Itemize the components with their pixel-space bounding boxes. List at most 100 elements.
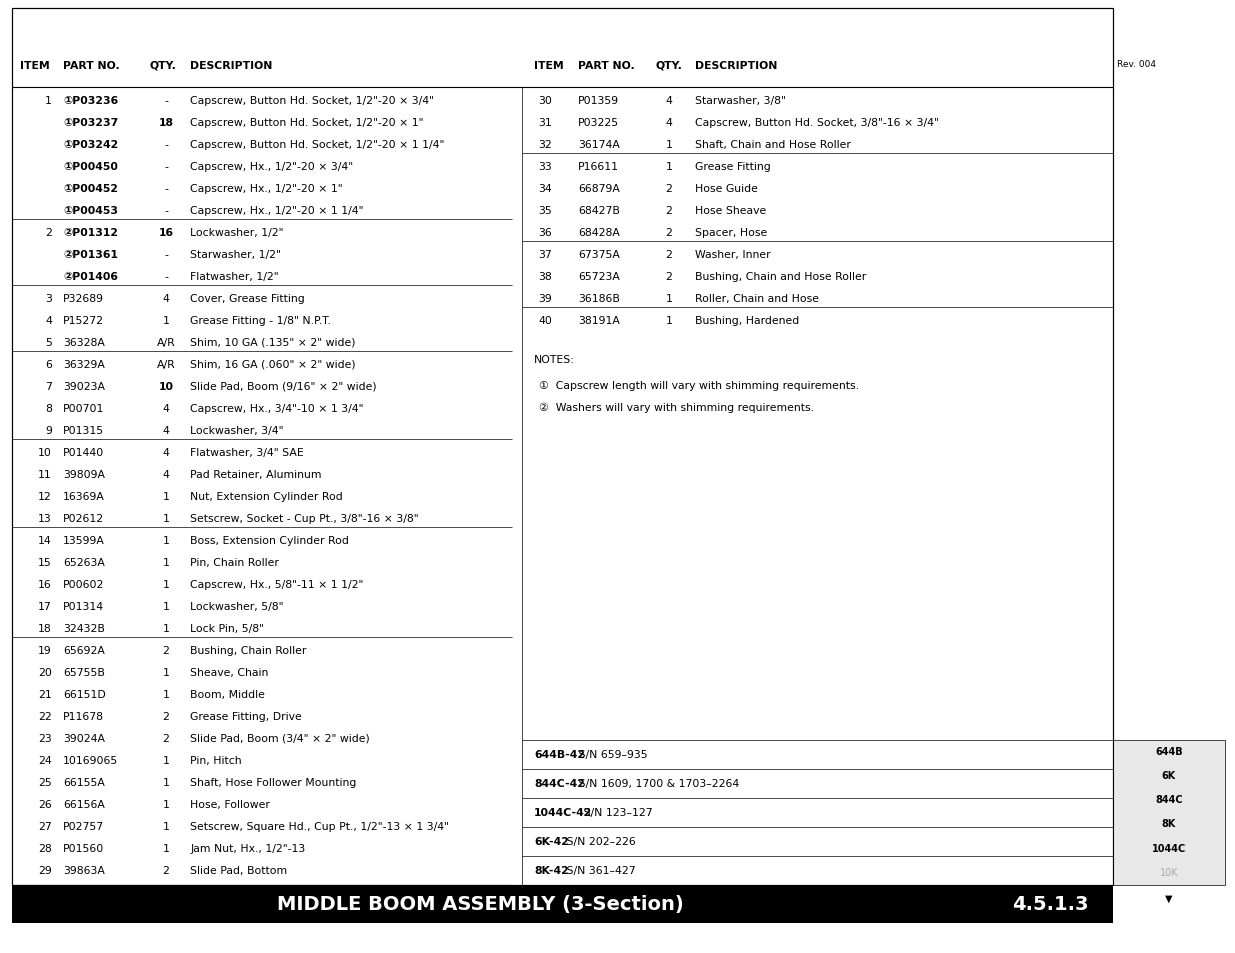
Text: 1: 1: [163, 689, 169, 700]
Text: 2: 2: [666, 184, 672, 193]
Text: Capscrew, Hx., 1/2"-20 × 1": Capscrew, Hx., 1/2"-20 × 1": [190, 184, 342, 193]
Text: ①P03242: ①P03242: [63, 140, 119, 150]
Text: 28: 28: [38, 843, 52, 853]
Text: Capscrew, Hx., 3/4"-10 × 1 3/4": Capscrew, Hx., 3/4"-10 × 1 3/4": [190, 403, 363, 414]
Text: Capscrew, Hx., 5/8"-11 × 1 1/2": Capscrew, Hx., 5/8"-11 × 1 1/2": [190, 579, 363, 589]
Text: S/N 659–935: S/N 659–935: [574, 749, 647, 759]
Text: Bushing, Chain and Hose Roller: Bushing, Chain and Hose Roller: [695, 272, 866, 281]
Text: 40: 40: [538, 315, 552, 326]
Text: 8K: 8K: [1162, 819, 1176, 828]
Text: 23: 23: [38, 733, 52, 743]
Text: 1: 1: [163, 315, 169, 326]
Text: ②P01361: ②P01361: [63, 250, 119, 259]
Text: Shim, 16 GA (.060" × 2" wide): Shim, 16 GA (.060" × 2" wide): [190, 359, 356, 370]
Text: 4: 4: [163, 294, 169, 303]
Text: Starwasher, 3/8": Starwasher, 3/8": [695, 95, 785, 106]
Text: ①P03237: ①P03237: [63, 118, 119, 128]
Text: 15: 15: [38, 558, 52, 567]
Text: 30: 30: [538, 95, 552, 106]
Text: PART NO.: PART NO.: [63, 61, 120, 71]
Text: 65755B: 65755B: [63, 667, 105, 678]
Text: 2: 2: [666, 228, 672, 237]
Text: Bushing, Chain Roller: Bushing, Chain Roller: [190, 645, 306, 655]
Text: 2: 2: [163, 865, 169, 875]
Text: P00602: P00602: [63, 579, 105, 589]
Text: 1: 1: [46, 95, 52, 106]
Text: Capscrew, Hx., 1/2"-20 × 1 1/4": Capscrew, Hx., 1/2"-20 × 1 1/4": [190, 206, 363, 215]
Text: 16: 16: [158, 228, 174, 237]
Text: Pad Retainer, Aluminum: Pad Retainer, Aluminum: [190, 469, 321, 479]
Text: 7: 7: [46, 381, 52, 392]
Text: 844C-42: 844C-42: [534, 778, 585, 788]
Text: 6: 6: [46, 359, 52, 370]
Text: Slide Pad, Boom (9/16" × 2" wide): Slide Pad, Boom (9/16" × 2" wide): [190, 381, 377, 392]
Text: 1: 1: [666, 162, 672, 172]
Text: Capscrew, Button Hd. Socket, 3/8"-16 × 3/4": Capscrew, Button Hd. Socket, 3/8"-16 × 3…: [695, 118, 939, 128]
Text: 6K: 6K: [1162, 770, 1176, 781]
Text: 20: 20: [38, 667, 52, 678]
Text: 32: 32: [538, 140, 552, 150]
Text: 1044C: 1044C: [1152, 842, 1186, 853]
Text: 13: 13: [38, 514, 52, 523]
Text: S/N 361–427: S/N 361–427: [563, 865, 636, 875]
Text: 4: 4: [163, 425, 169, 436]
Text: ITEM: ITEM: [20, 61, 49, 71]
Text: 26: 26: [38, 799, 52, 809]
Text: 4: 4: [46, 315, 52, 326]
Text: 644B: 644B: [1155, 746, 1183, 756]
Text: 12: 12: [38, 492, 52, 501]
Bar: [12, 9, 1113, 885]
Text: Shim, 10 GA (.135" × 2" wide): Shim, 10 GA (.135" × 2" wide): [190, 337, 356, 348]
Text: 2: 2: [666, 250, 672, 259]
Text: 18: 18: [38, 623, 52, 633]
Text: ①P00452: ①P00452: [63, 184, 119, 193]
Text: 1: 1: [163, 492, 169, 501]
Text: 1: 1: [163, 821, 169, 831]
Text: Capscrew, Hx., 1/2"-20 × 3/4": Capscrew, Hx., 1/2"-20 × 3/4": [190, 162, 353, 172]
Text: 68428A: 68428A: [578, 228, 620, 237]
Text: ②  Washers will vary with shimming requirements.: ② Washers will vary with shimming requir…: [538, 402, 814, 413]
Text: -: -: [164, 162, 168, 172]
Text: 2: 2: [666, 206, 672, 215]
Text: 65723A: 65723A: [578, 272, 620, 281]
Text: Cover, Grease Fitting: Cover, Grease Fitting: [190, 294, 305, 303]
Text: 2: 2: [163, 711, 169, 721]
Text: 1: 1: [666, 294, 672, 303]
Text: 17: 17: [38, 601, 52, 611]
Text: 10169065: 10169065: [63, 755, 119, 765]
Text: Capscrew, Button Hd. Socket, 1/2"-20 × 1 1/4": Capscrew, Button Hd. Socket, 1/2"-20 × 1…: [190, 140, 445, 150]
Text: NOTES:: NOTES:: [534, 355, 574, 365]
Text: 13599A: 13599A: [63, 536, 105, 545]
Text: Lockwasher, 3/4": Lockwasher, 3/4": [190, 425, 284, 436]
Text: 3: 3: [46, 294, 52, 303]
Text: 38191A: 38191A: [578, 315, 620, 326]
Text: 1: 1: [163, 601, 169, 611]
Text: 2: 2: [163, 645, 169, 655]
Text: 1: 1: [666, 315, 672, 326]
Text: 22: 22: [38, 711, 52, 721]
Text: S/N 1609, 1700 & 1703–2264: S/N 1609, 1700 & 1703–2264: [574, 778, 739, 788]
Text: 39809A: 39809A: [63, 469, 105, 479]
Text: 21: 21: [38, 689, 52, 700]
Text: 34: 34: [538, 184, 552, 193]
Text: Shaft, Chain and Hose Roller: Shaft, Chain and Hose Roller: [695, 140, 851, 150]
Text: QTY.: QTY.: [655, 61, 682, 71]
Text: 66156A: 66156A: [63, 799, 105, 809]
Text: 24: 24: [38, 755, 52, 765]
Text: 1: 1: [163, 514, 169, 523]
Text: 1: 1: [163, 558, 169, 567]
Text: 5: 5: [46, 337, 52, 348]
Text: Boom, Middle: Boom, Middle: [190, 689, 264, 700]
Text: 1: 1: [163, 536, 169, 545]
Text: 16369A: 16369A: [63, 492, 105, 501]
Text: 6K-42: 6K-42: [534, 836, 569, 846]
Text: 2: 2: [163, 733, 169, 743]
Text: 33: 33: [538, 162, 552, 172]
Text: 4: 4: [163, 469, 169, 479]
Text: 4: 4: [163, 447, 169, 457]
Text: -: -: [164, 272, 168, 281]
Text: 36329A: 36329A: [63, 359, 105, 370]
Text: 65263A: 65263A: [63, 558, 105, 567]
Text: P01560: P01560: [63, 843, 104, 853]
Text: QTY.: QTY.: [149, 61, 177, 71]
